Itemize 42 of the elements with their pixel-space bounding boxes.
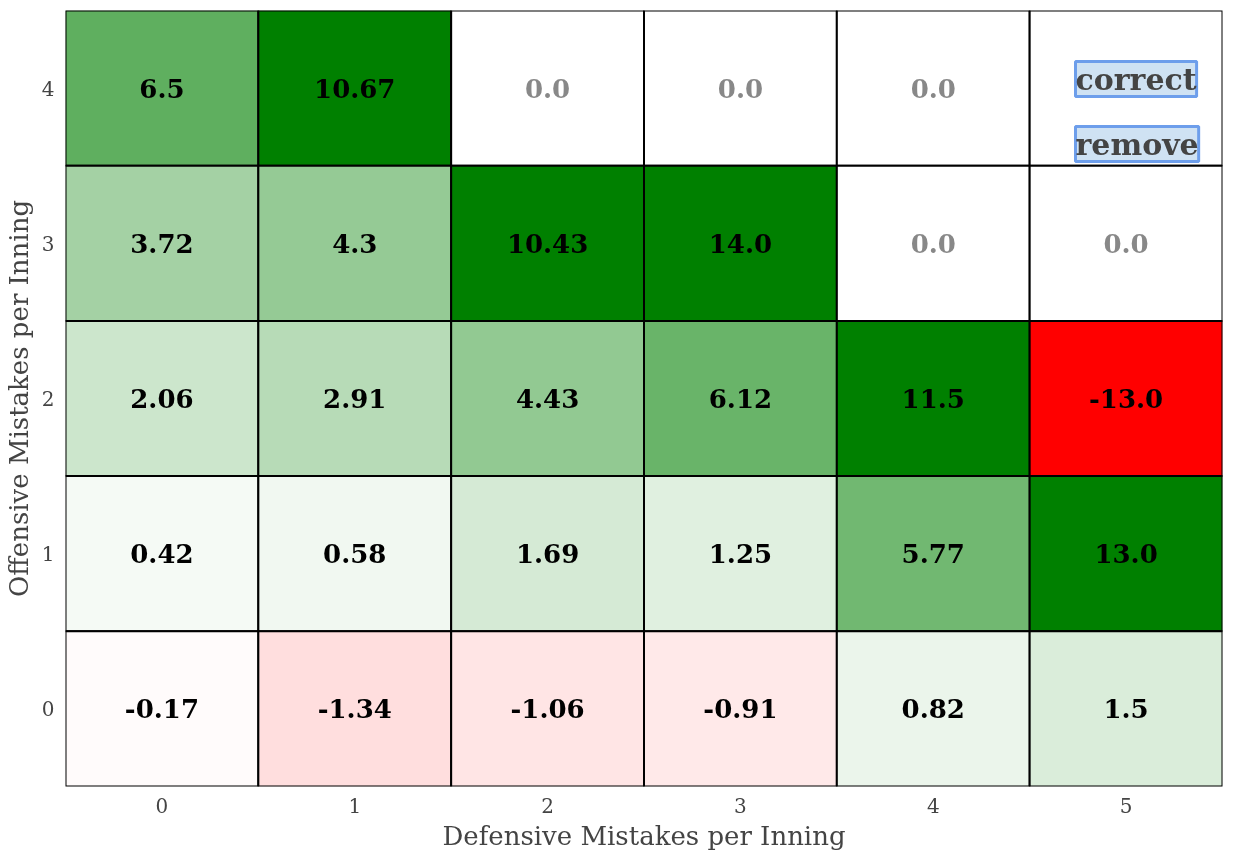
x-tick-label: 1	[348, 793, 362, 818]
y-tick-label: 4	[41, 76, 55, 101]
data-label: -1.34	[317, 694, 392, 725]
data-label: 0.0	[717, 73, 764, 104]
x-tick-label: 5	[1119, 793, 1133, 818]
x-tick-label: 0	[155, 793, 169, 818]
data-label: 2.06	[130, 384, 194, 414]
data-label: -13.0	[1089, 384, 1164, 414]
data-label: 1.25	[708, 539, 773, 570]
y-tick-label: 1	[41, 542, 55, 567]
data-label: 6.5	[139, 73, 185, 104]
data-label: 0.58	[323, 539, 387, 570]
data-label: 10.43	[506, 228, 589, 259]
y-tick-label: 3	[41, 231, 55, 256]
data-label: 5.77	[901, 539, 965, 570]
data-label: 0.0	[524, 73, 571, 104]
data-label: 3.72	[130, 228, 194, 259]
x-axis-title: Defensive Mistakes per Inning	[442, 820, 846, 851]
x-tick-label: 4	[926, 793, 940, 818]
data-label: -1.06	[510, 694, 585, 725]
data-label: 1.5	[1103, 694, 1149, 725]
data-label: 4.3	[332, 228, 378, 259]
data-label: 0.42	[130, 539, 194, 570]
data-label: 11.5	[901, 384, 965, 414]
data-label: 10.67	[314, 73, 396, 104]
data-label: 14.0	[708, 228, 773, 259]
x-tick-label: 3	[734, 793, 747, 818]
data-label: 0.0	[910, 228, 956, 259]
x-tick-label: 2	[541, 793, 554, 818]
data-label: 6.12	[708, 384, 773, 414]
data-label: 4.43	[515, 384, 580, 414]
data-label: 0.0	[910, 73, 956, 104]
data-label: 0.0	[1103, 228, 1149, 259]
y-tick-label: 2	[41, 387, 55, 411]
y-axis-title: Offensive Mistakes per Inning	[3, 199, 34, 598]
data-label: -0.17	[124, 694, 199, 725]
data-label: -0.91	[703, 694, 778, 725]
data-label: 0.82	[901, 694, 965, 725]
data-label: 2.91	[323, 384, 387, 414]
y-tick-label: 0	[41, 697, 55, 722]
data-label: 13.0	[1094, 539, 1158, 570]
data-label: 1.69	[515, 539, 580, 570]
